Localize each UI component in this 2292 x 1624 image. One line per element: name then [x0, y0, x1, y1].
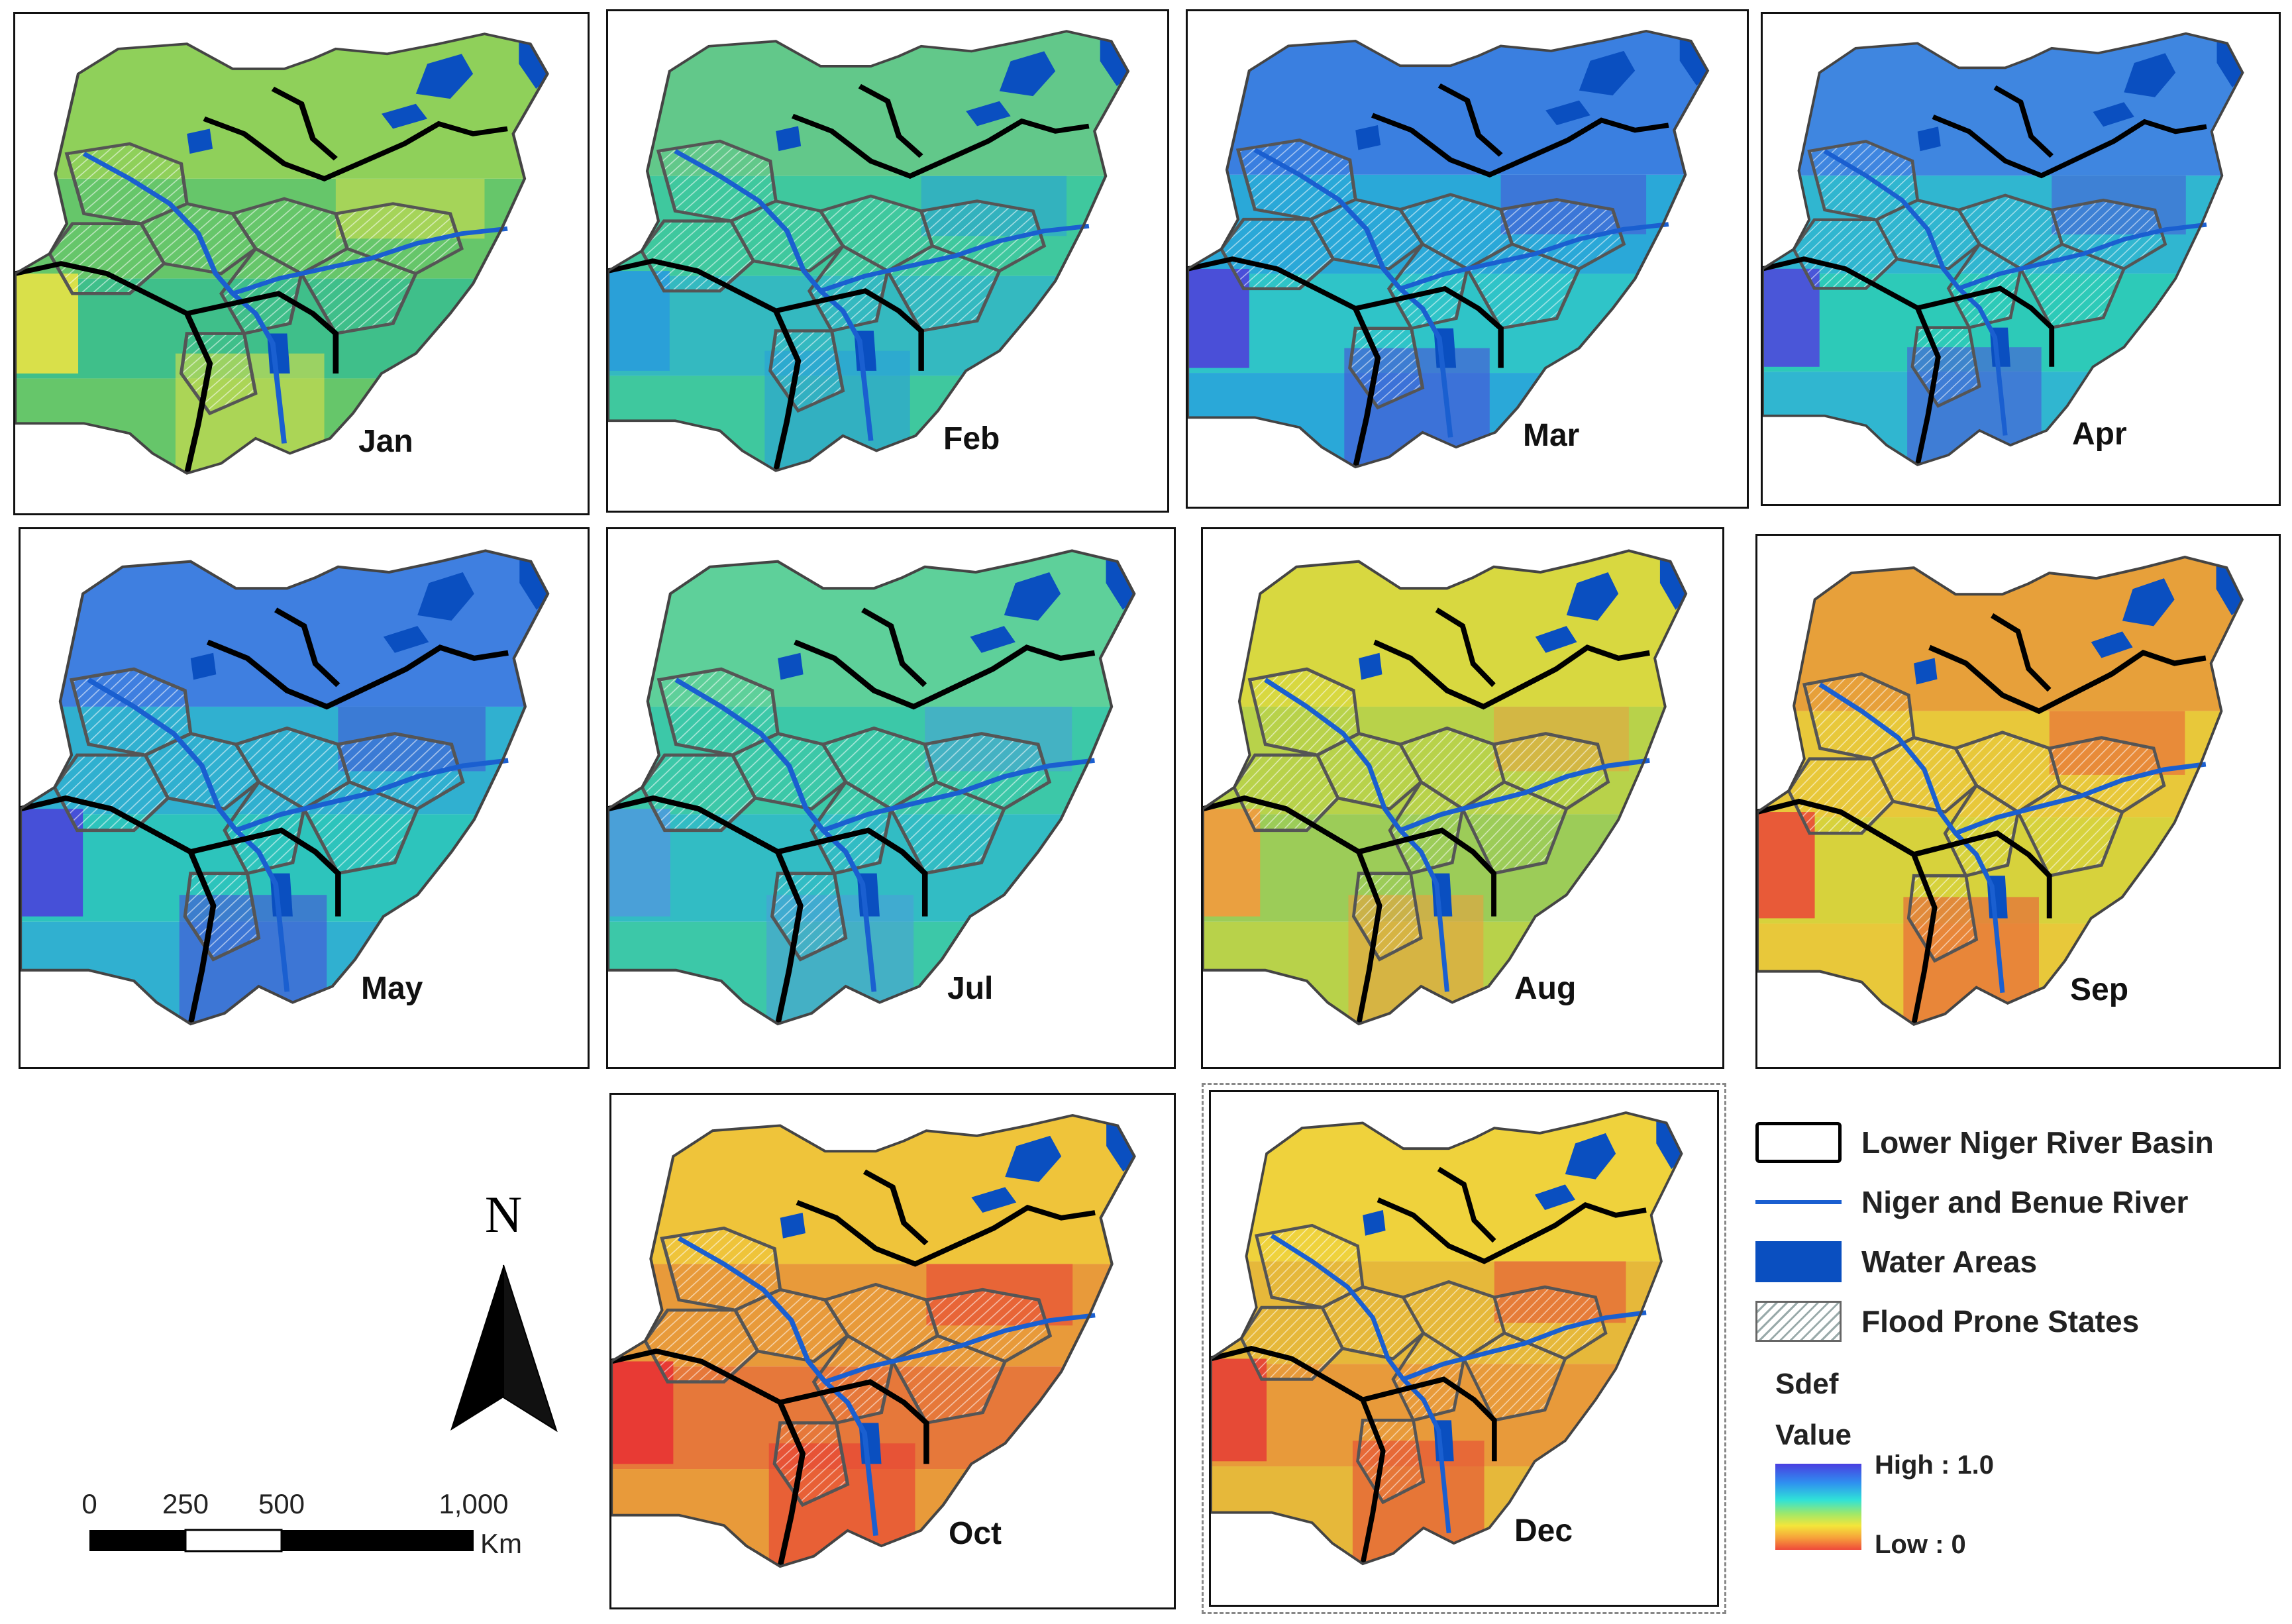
basin-boundary	[206, 607, 509, 710]
month-label-may: May	[361, 971, 423, 1006]
month-label-jul: Jul	[947, 971, 994, 1006]
river	[1818, 682, 2207, 993]
water-area-icon	[1755, 1241, 1842, 1282]
scale-tick-500: 500	[258, 1488, 305, 1519]
month-label-apr: Apr	[2072, 417, 2127, 452]
month-label-mar: Mar	[1523, 418, 1580, 453]
legend-item-flood: Flood Prone States	[1755, 1298, 2139, 1345]
scale-tick-0: 0	[81, 1488, 97, 1519]
river	[82, 152, 508, 444]
color-ramp	[1775, 1464, 1861, 1550]
month-label-dec: Dec	[1514, 1513, 1573, 1548]
basin-boundary	[21, 795, 341, 1025]
legend-label-river: Niger and Benue River	[1861, 1185, 2189, 1219]
country-outline	[1203, 549, 1688, 1026]
scale-unit: Km	[480, 1528, 522, 1559]
country-outline	[1757, 556, 2244, 1027]
nigeria-map	[1188, 29, 1710, 469]
nigeria-map	[1763, 32, 2244, 466]
river	[674, 678, 1095, 992]
country-outline	[15, 32, 549, 475]
map-panel-dec: Dec	[1202, 1083, 1726, 1614]
basin-boundary	[611, 1348, 929, 1567]
north-label: N	[485, 1186, 522, 1243]
map-panel-apr: Apr	[1761, 12, 2281, 506]
legend: Lower Niger River Basin Niger and Benue …	[1755, 1119, 2279, 1583]
basin-boundary	[1211, 1346, 1497, 1564]
basin-boundary	[794, 607, 1096, 710]
map-panel-sep: Sep	[1755, 534, 2281, 1069]
basin-boundary	[1188, 256, 1504, 468]
month-label-aug: Aug	[1514, 971, 1577, 1006]
river	[1264, 678, 1650, 992]
ramp-low-label: Low : 0	[1875, 1530, 1966, 1559]
country-outline	[21, 549, 550, 1026]
basin-boundary	[608, 258, 924, 472]
scale-tick-1000: 1,000	[439, 1488, 508, 1519]
legend-title-sdef: Sdef	[1775, 1368, 1839, 1400]
legend-title-value: Value	[1775, 1419, 1851, 1451]
country-outline	[608, 549, 1136, 1026]
basin-boundary	[1203, 795, 1496, 1025]
scale-bar: 0 250 500 1,000 Km	[73, 1477, 576, 1576]
basin-boundary	[1371, 83, 1669, 178]
nigeria-map	[1203, 549, 1688, 1026]
country-outline	[611, 1113, 1136, 1568]
river	[1253, 148, 1669, 438]
nigeria-map	[21, 549, 550, 1026]
legend-item-basin: Lower Niger River Basin	[1755, 1119, 2214, 1166]
north-arrow-icon: N	[450, 1186, 558, 1433]
basin-boundary	[791, 83, 1090, 179]
map-panel-aug: Aug	[1201, 527, 1724, 1069]
nigeria-map	[1211, 1111, 1683, 1566]
legend-label-basin: Lower Niger River Basin	[1861, 1125, 2214, 1160]
legend-label-water: Water Areas	[1861, 1244, 2038, 1279]
country-outline	[608, 30, 1130, 472]
river-line-icon	[1755, 1182, 1842, 1223]
north-arrow: N	[424, 1179, 583, 1444]
basin-boundary	[1377, 1166, 1647, 1264]
river	[1823, 149, 2207, 436]
month-label-oct: Oct	[949, 1516, 1002, 1551]
river	[87, 678, 509, 992]
nigeria-map	[1757, 556, 2244, 1027]
basin-boundary	[1932, 85, 2207, 179]
month-label-feb: Feb	[943, 421, 1000, 456]
basin-boundary	[796, 1169, 1096, 1267]
basin-boundary	[1928, 613, 2207, 715]
river	[674, 149, 1090, 441]
legend-label-flood: Flood Prone States	[1861, 1304, 2140, 1339]
basin-boundary	[1763, 256, 2055, 466]
country-outline	[1211, 1111, 1683, 1566]
country-outline	[1188, 29, 1710, 469]
nigeria-map	[608, 549, 1136, 1026]
basin-boundary	[1757, 798, 2052, 1025]
basin-boundary	[608, 795, 928, 1025]
country-outline	[1763, 32, 2244, 466]
river	[1270, 1233, 1647, 1533]
map-panel-feb: Feb	[606, 9, 1169, 513]
legend-item-water: Water Areas	[1755, 1239, 2037, 1285]
scale-tick-250: 250	[162, 1488, 209, 1519]
legend-item-river: Niger and Benue River	[1755, 1179, 2188, 1225]
basin-outline-icon	[1755, 1122, 1842, 1163]
month-label-sep: Sep	[2070, 972, 2129, 1007]
month-label-jan: Jan	[358, 424, 413, 459]
basin-boundary	[15, 261, 339, 474]
river	[677, 1236, 1096, 1536]
scale-bar-graphic: 0 250 500 1,000 Km	[81, 1488, 522, 1559]
ramp-high-label: High : 1.0	[1875, 1450, 1995, 1480]
nigeria-map	[611, 1113, 1136, 1568]
flood-hatch-icon	[1755, 1301, 1842, 1342]
nigeria-map	[15, 32, 549, 475]
map-panel-jan: Jan	[13, 12, 590, 515]
nigeria-map	[608, 30, 1130, 472]
map-panel-may: May	[19, 527, 590, 1069]
map-panel-oct: Oct	[609, 1093, 1176, 1609]
basin-boundary	[1373, 607, 1650, 710]
map-panel-mar: Mar	[1186, 9, 1749, 509]
map-panel-jul: Jul	[606, 527, 1176, 1069]
basin-boundary	[203, 86, 508, 181]
